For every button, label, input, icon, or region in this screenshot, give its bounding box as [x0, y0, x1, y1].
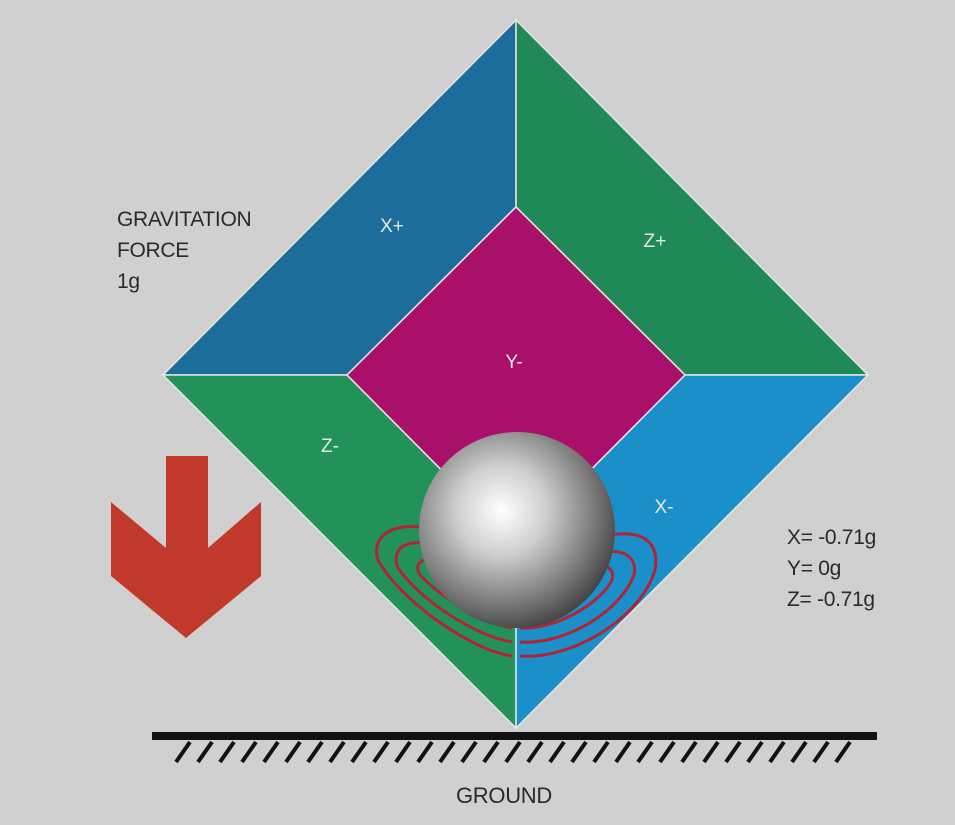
- readout-x: X= -0.71g: [787, 526, 876, 549]
- ground-line: [152, 732, 877, 764]
- gravity-force-label: GRAVITATION FORCE 1g: [117, 204, 252, 297]
- ground-label: GROUND: [456, 783, 552, 808]
- acceleration-readout: X= -0.71g Y= 0g Z= -0.71g: [787, 522, 876, 615]
- gravity-arrow-down-icon: [111, 456, 261, 638]
- face-label-x-plus: X+: [380, 216, 404, 237]
- face-label-x-minus: X-: [655, 497, 674, 518]
- ball: [419, 432, 615, 628]
- face-label-z-plus: Z+: [644, 231, 667, 252]
- gravity-line-2: FORCE: [117, 239, 190, 262]
- readout-y: Y= 0g: [787, 557, 841, 580]
- face-label-y-minus: Y-: [505, 352, 522, 373]
- readout-z: Z= -0.71g: [787, 588, 875, 611]
- gravity-line-3: 1g: [117, 270, 140, 293]
- face-label-z-minus: Z-: [321, 436, 339, 457]
- gravity-line-1: GRAVITATION: [117, 208, 252, 231]
